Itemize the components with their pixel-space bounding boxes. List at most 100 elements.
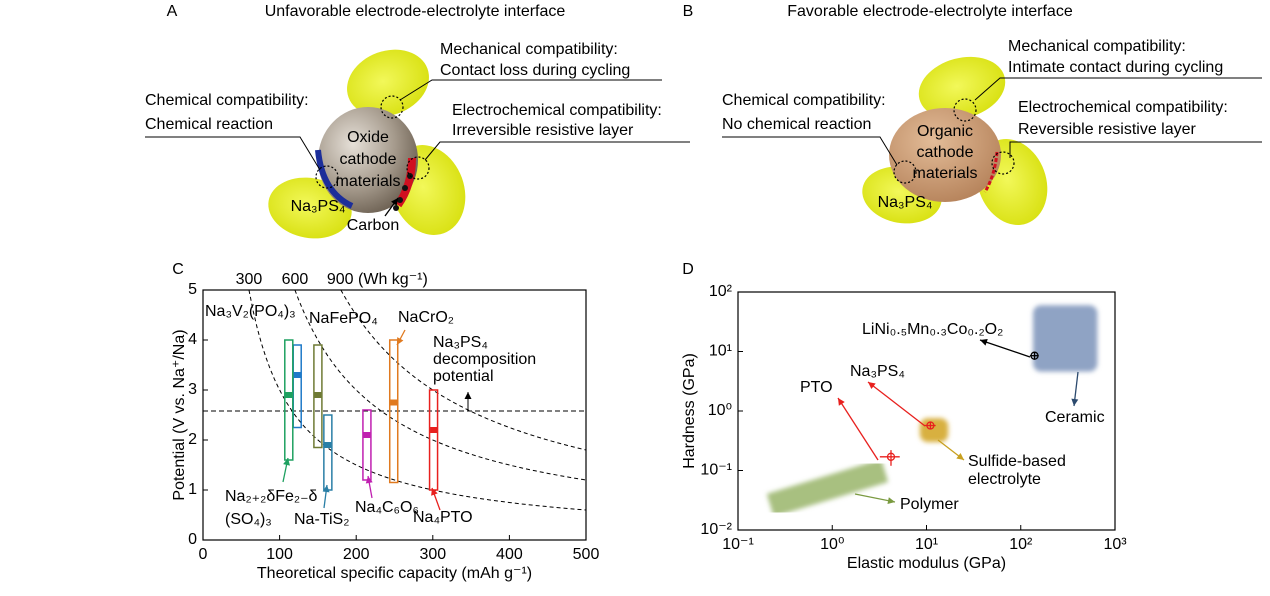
point [886,452,896,461]
arrow-head [887,497,895,505]
mechanical-heading: Mechanical compatibility: [440,41,618,58]
chemical-heading: Chemical compatibility: [722,92,886,109]
arrow-head [1071,398,1079,406]
isoline-label: 300 [236,271,263,288]
arrow-shaft [979,339,1031,358]
arrow-head [464,392,472,399]
plot-frame [202,289,587,541]
panel-title: Favorable electrode-electrolyte interfac… [787,3,1073,20]
average-marker [324,442,332,448]
cathode-label: materials [336,173,401,190]
average-marker [430,427,438,433]
leader-line [974,77,1262,101]
y-tick-label: 1 [188,481,197,498]
arrow-head [980,338,988,346]
region [1033,305,1098,372]
region-label: Ceramic [1045,409,1105,426]
x-tick-label: 10³ [1103,536,1127,553]
region-label: Sulfide-based [968,453,1066,470]
dashed-circle [406,156,430,180]
panel-label: C [172,261,184,278]
electrochemical-heading: Electrochemical compatibility: [1018,99,1228,116]
series-label: Na-TiS₂ [294,511,349,528]
cathode-label: Organic [917,123,973,140]
electrolyte-particle [918,56,1006,120]
electrolyte-label: Na₃PS₄ [291,198,346,215]
x-tick-label: 10¹ [915,536,938,553]
x-tick-label: 0 [199,546,208,563]
y-tick-label: 10⁻² [700,521,732,538]
series-label: NaCrO₂ [398,309,454,326]
y-axis-label: Hardness (GPa) [681,353,698,469]
x-tick-label: 400 [496,546,523,563]
threshold-label: decomposition [433,351,536,368]
region [919,418,949,443]
x-tick-label: 10⁰ [820,536,844,553]
electrochemical-heading: Electrochemical compatibility: [452,102,662,119]
series-label: Na₄C₆O₆ [355,499,419,516]
threshold-label: potential [433,368,494,385]
chemical-heading: Chemical compatibility: [145,92,309,109]
cathode-label: cathode [917,144,974,161]
point [1030,351,1039,360]
range-box [313,344,323,449]
isoline [248,289,587,511]
point-label: LiNi₀.₅Mn₀.₃Co₀.₂O₂ [862,321,1003,338]
average-marker [293,372,301,378]
electrolyte-particle [347,49,429,117]
average-marker [314,392,322,398]
carbon [397,197,403,203]
cathode-label: materials [913,165,978,182]
y-tick-label: 10⁰ [708,402,732,419]
mechanical-detail: Contact loss during cycling [440,62,630,79]
y-tick-label: 0 [188,531,197,548]
x-tick-label: 100 [266,546,293,563]
arrow-head [365,476,373,484]
series-label: Na₃V₂(PO₄)₃ [205,303,296,320]
electrolyte-label: Na₃PS₄ [878,194,933,211]
leader-line [424,141,690,161]
dashed-circle [380,95,404,119]
y-axis-label: Potential (V vs. Na⁺/Na) [171,329,188,500]
dashed-circle [953,98,977,122]
cathode-label: cathode [340,151,397,168]
point-label: PTO [800,379,833,396]
arrow-head [391,198,398,206]
leader-line [1009,141,1262,158]
series-label: NaFePO₄ [309,310,378,327]
isoline [294,289,587,481]
arrow-head [283,458,290,466]
cathode-particle [889,108,1001,202]
range-box [323,414,333,491]
y-tick-label: 4 [188,331,197,348]
arrow-shaft [867,381,926,427]
reaction-layer [315,149,354,209]
series-label: Na₄PTO [413,509,473,526]
arrow-head [868,382,876,390]
cathode-label: Oxide [347,129,389,146]
y-tick-label: 10¹ [709,343,732,360]
arrow-head [397,337,404,345]
average-marker [390,399,398,406]
series-label: (SO₄)₃ [225,511,272,528]
x-tick-label: 10² [1009,536,1033,553]
point-label: Na₃PS₄ [850,363,905,380]
arrow-head [322,485,330,493]
x-tick-label: 200 [343,546,370,563]
x-tick-label: 500 [573,546,600,563]
region-label: Polymer [900,496,959,513]
series-label: Na₂₊₂δFe₂₋δ [225,488,318,505]
y-tick-label: 10⁻¹ [700,462,732,479]
resistive-layer [983,151,999,193]
mechanical-detail: Intimate contact during cycling [1008,59,1223,76]
dashed-circle [893,160,917,184]
electrochemical-detail: Irreversible resistive layer [452,122,634,139]
isoline-label: 900 (Wh kg⁻¹) [327,271,428,288]
chemical-detail: No chemical reaction [722,116,871,133]
chemical-detail: Chemical reaction [145,116,273,133]
cathode-particle [318,107,418,213]
range-box [284,339,294,461]
region [766,459,889,517]
dashed-circle [991,151,1015,175]
